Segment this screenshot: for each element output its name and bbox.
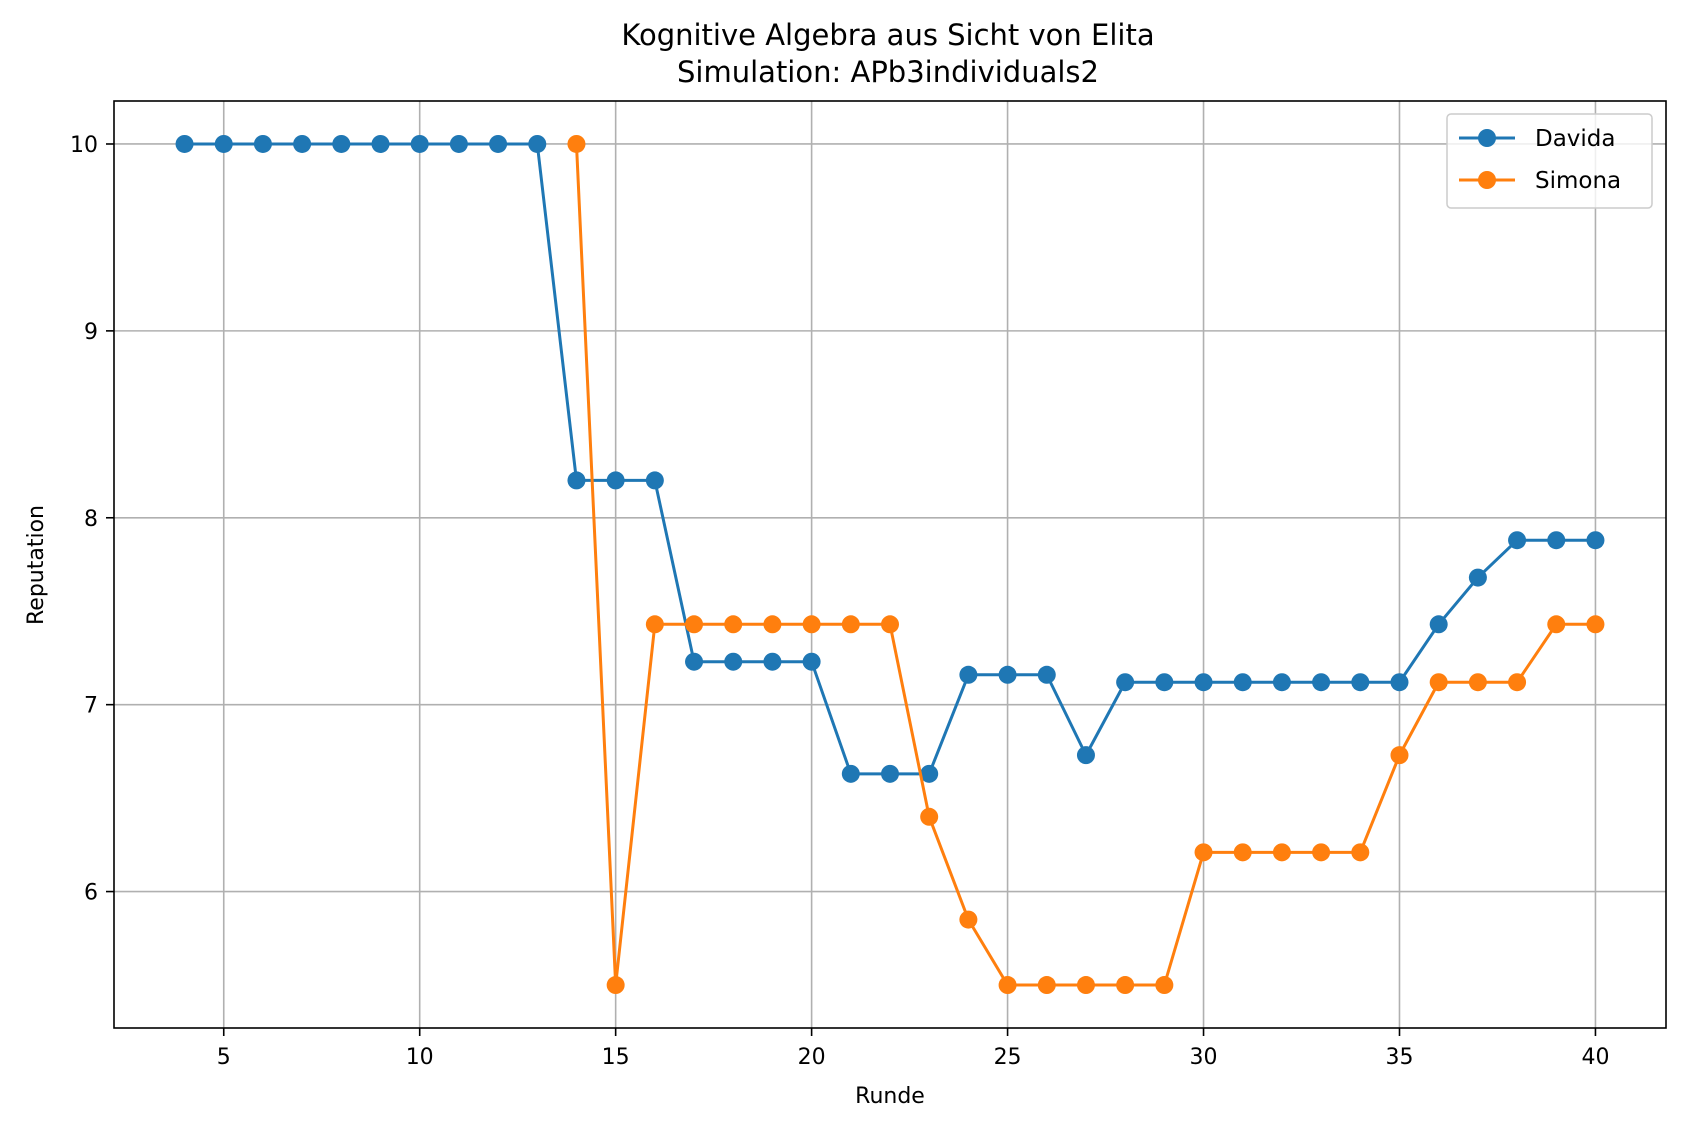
chart-title: Kognitive Algebra aus Sicht von Elita bbox=[621, 18, 1154, 52]
series-layer bbox=[175, 134, 1605, 995]
data-point-davida bbox=[1429, 615, 1448, 634]
data-point-simona bbox=[1429, 673, 1448, 692]
data-point-davida bbox=[1155, 673, 1174, 692]
y-tick-label: 7 bbox=[84, 694, 98, 719]
data-point-davida bbox=[1390, 673, 1409, 692]
data-point-davida bbox=[763, 652, 782, 671]
y-tick-label: 9 bbox=[84, 320, 98, 345]
x-tick-label: 5 bbox=[217, 1045, 231, 1070]
data-point-davida bbox=[1508, 531, 1527, 550]
data-point-simona bbox=[920, 807, 939, 826]
data-point-davida bbox=[1547, 531, 1566, 550]
data-point-davida bbox=[253, 134, 272, 153]
data-point-davida bbox=[959, 665, 978, 684]
data-point-davida bbox=[645, 471, 664, 490]
data-point-simona bbox=[881, 615, 899, 634]
data-point-davida bbox=[724, 652, 743, 671]
data-point-davida bbox=[1037, 665, 1056, 684]
data-point-davida bbox=[567, 471, 586, 490]
data-point-davida bbox=[881, 764, 899, 783]
data-point-davida bbox=[1194, 673, 1213, 692]
data-point-simona bbox=[1586, 615, 1605, 634]
data-point-simona bbox=[1351, 843, 1370, 862]
data-point-davida bbox=[1272, 673, 1291, 692]
x-tick-label: 10 bbox=[406, 1045, 434, 1070]
x-tick-label: 20 bbox=[798, 1045, 826, 1070]
axis-ticks: 5 10 15 20 25 30 35 40 6 7 8 9 10 bbox=[70, 133, 1609, 1070]
data-point-davida bbox=[1312, 673, 1331, 692]
legend-label-davida: Davida bbox=[1535, 126, 1616, 152]
data-point-davida bbox=[1233, 673, 1252, 692]
legend-marker-davida bbox=[1478, 129, 1496, 147]
x-tick-label: 15 bbox=[602, 1045, 630, 1070]
data-point-davida bbox=[528, 134, 547, 153]
data-point-simona bbox=[1076, 976, 1095, 995]
y-tick-label: 8 bbox=[84, 507, 98, 532]
x-tick-label: 40 bbox=[1581, 1045, 1609, 1070]
data-point-davida bbox=[489, 134, 508, 153]
data-point-davida bbox=[332, 134, 351, 153]
data-point-davida bbox=[841, 764, 860, 783]
x-axis-label: Runde bbox=[855, 1084, 925, 1109]
x-tick-label: 30 bbox=[1190, 1045, 1218, 1070]
x-tick-label: 25 bbox=[994, 1045, 1022, 1070]
data-point-simona bbox=[1272, 843, 1291, 862]
data-point-simona bbox=[959, 910, 978, 929]
legend-label-simona: Simona bbox=[1535, 168, 1621, 194]
data-point-simona bbox=[685, 615, 704, 634]
data-point-davida bbox=[802, 652, 821, 671]
legend: Davida Simona bbox=[1446, 113, 1653, 209]
data-point-davida bbox=[1468, 568, 1487, 587]
data-point-davida bbox=[449, 134, 468, 153]
data-point-davida bbox=[410, 134, 429, 153]
data-point-simona bbox=[1155, 976, 1174, 995]
data-point-davida bbox=[1076, 746, 1095, 765]
data-point-simona bbox=[1508, 673, 1527, 692]
data-point-simona bbox=[802, 615, 821, 634]
data-point-davida bbox=[371, 134, 390, 153]
data-point-simona bbox=[724, 615, 743, 634]
grid bbox=[114, 101, 1666, 1028]
data-point-simona bbox=[1037, 976, 1056, 995]
data-point-davida bbox=[1586, 531, 1605, 550]
data-point-simona bbox=[1390, 746, 1409, 765]
data-point-simona bbox=[567, 134, 586, 153]
data-point-davida bbox=[293, 134, 312, 153]
data-point-simona bbox=[645, 615, 664, 634]
data-point-simona bbox=[998, 976, 1017, 995]
y-tick-label: 10 bbox=[70, 133, 98, 158]
plot-area-frame bbox=[113, 100, 1667, 1029]
data-point-simona bbox=[763, 615, 782, 634]
data-point-davida bbox=[175, 134, 194, 153]
data-point-davida bbox=[998, 665, 1017, 684]
data-point-simona bbox=[841, 615, 860, 634]
x-tick-label: 35 bbox=[1385, 1045, 1413, 1070]
data-point-davida bbox=[1116, 673, 1135, 692]
data-point-davida bbox=[685, 652, 704, 671]
data-point-simona bbox=[1547, 615, 1566, 634]
data-point-davida bbox=[920, 764, 939, 783]
data-point-simona bbox=[1233, 843, 1252, 862]
data-point-simona bbox=[1116, 976, 1135, 995]
y-axis-label: Reputation bbox=[24, 505, 49, 625]
chart-subtitle: Simulation: APb3individuals2 bbox=[677, 55, 1099, 89]
data-point-davida bbox=[1351, 673, 1370, 692]
y-tick-label: 6 bbox=[84, 881, 98, 906]
data-point-davida bbox=[606, 471, 625, 490]
data-point-simona bbox=[1194, 843, 1213, 862]
legend-marker-simona bbox=[1478, 171, 1496, 189]
data-point-simona bbox=[1312, 843, 1331, 862]
data-point-davida bbox=[214, 134, 233, 153]
data-point-simona bbox=[606, 976, 625, 995]
data-point-simona bbox=[1468, 673, 1487, 692]
